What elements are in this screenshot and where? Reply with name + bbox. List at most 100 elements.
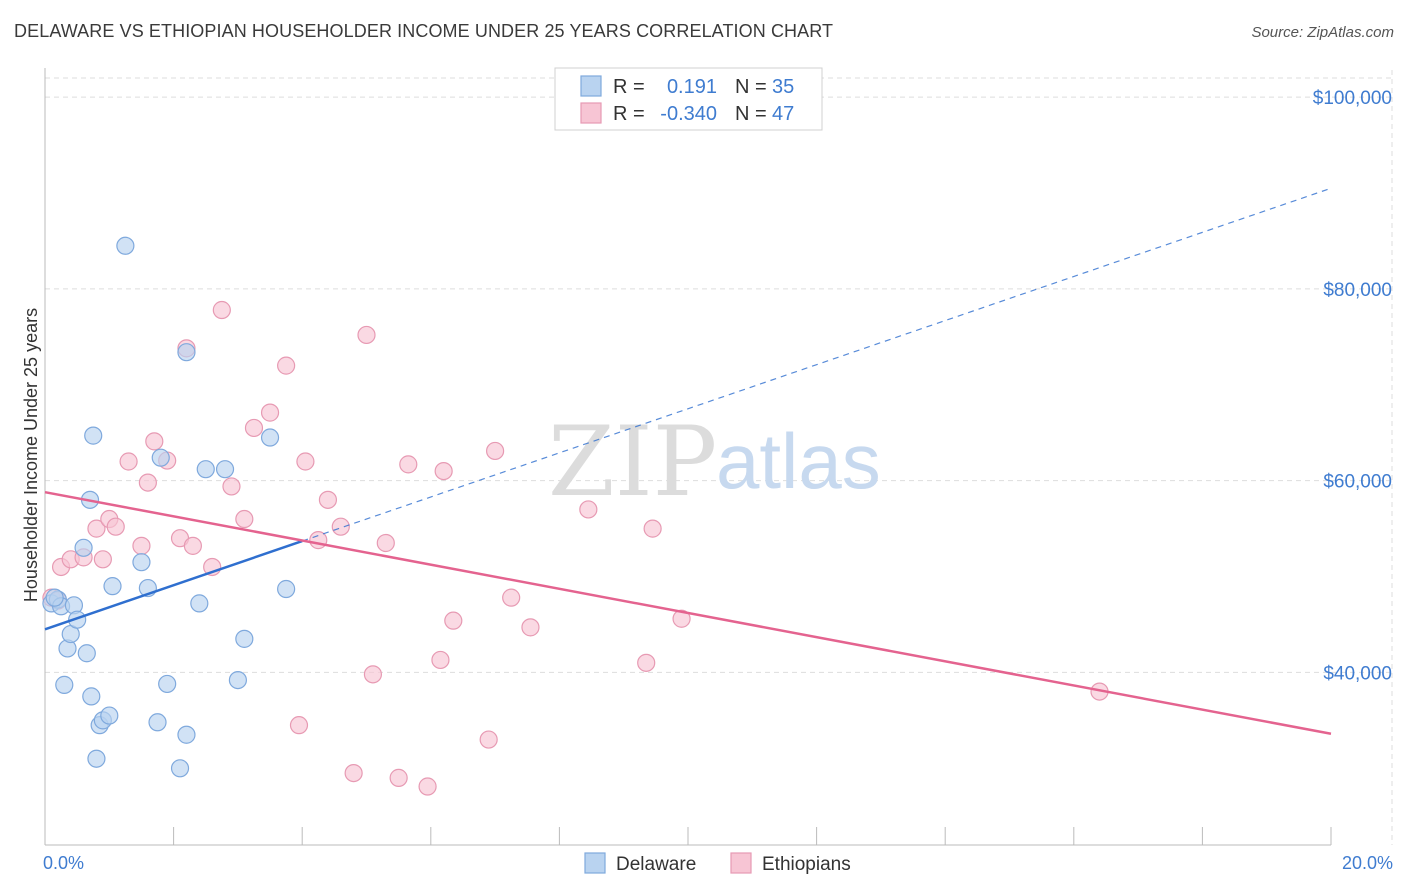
watermark-zip: ZIP: [548, 406, 717, 518]
delaware-point: [55, 675, 74, 694]
legend-n-label-ethiopians: N =: [735, 103, 767, 125]
delaware-point: [84, 426, 103, 445]
ethiopians-point: [289, 716, 309, 735]
ethiopians-point: [344, 763, 363, 783]
legend-n-value-ethiopians: 47: [772, 103, 794, 125]
y-tick-label: $60,000: [1323, 472, 1392, 493]
ethiopians-point: [93, 550, 112, 569]
delaware-point: [148, 713, 167, 732]
y-tick-label: $80,000: [1323, 280, 1392, 301]
delaware-trendline: [44, 539, 303, 631]
series-legend: Delaware Ethiopians: [584, 852, 851, 875]
legend-r-label-ethiopians: R =: [613, 103, 645, 125]
ethiopians-point: [579, 500, 598, 519]
ethiopians-point: [183, 536, 202, 555]
ethiopians-point: [357, 325, 376, 345]
ethiopians-point: [119, 452, 138, 471]
ethiopians-point: [399, 455, 418, 474]
delaware-point: [228, 670, 247, 690]
delaware-point: [77, 644, 96, 663]
legend-r-label-delaware: R =: [613, 76, 645, 98]
ethiopians-point: [212, 300, 231, 320]
ethiopians-trendline: [44, 490, 1332, 736]
legend-swatch-delaware: [580, 75, 602, 97]
ethiopians-point: [331, 517, 350, 536]
ethiopians-point: [138, 473, 157, 492]
delaware-point: [177, 343, 196, 362]
grid-lines: [45, 70, 1393, 845]
delaware-trendline-extension: [302, 187, 1332, 542]
correlation-legend: R = 0.191 N = 35 R = -0.340 N = 47: [554, 67, 823, 131]
ethiopians-point: [106, 517, 125, 536]
watermark: ZIP atlas: [548, 406, 881, 518]
delaware-point: [277, 579, 296, 599]
ethiopians-point: [643, 519, 662, 538]
ethiopians-point: [521, 618, 540, 637]
ethiopians-point: [145, 432, 164, 451]
delaware-point: [68, 610, 87, 629]
delaware-point: [196, 460, 215, 479]
delaware-point: [132, 553, 151, 572]
chart-title: DELAWARE VS ETHIOPIAN HOUSEHOLDER INCOME…: [14, 21, 834, 41]
ethiopians-point: [235, 509, 254, 529]
delaware-point: [103, 577, 122, 596]
y-tick-label: $40,000: [1323, 663, 1392, 684]
ethiopians-point: [444, 611, 463, 630]
ethiopians-point: [418, 777, 437, 796]
ethiopians-point: [479, 730, 498, 749]
ethiopians-point: [222, 477, 241, 496]
legend-swatch-ethiopians: [580, 102, 602, 124]
ethiopians-point: [434, 461, 453, 481]
ethiopians-point: [431, 650, 450, 670]
bottom-legend-label-ethiopians: Ethiopians: [762, 854, 851, 875]
delaware-point: [45, 588, 64, 607]
ethiopians-point: [318, 490, 338, 509]
ethiopians-point: [363, 665, 383, 684]
y-tick-label: $100,000: [1313, 88, 1392, 109]
ethiopians-point: [277, 356, 296, 375]
ethiopians-points: [42, 300, 1109, 796]
x-tick-label-max: 20.0%: [1342, 853, 1393, 873]
delaware-point: [82, 687, 101, 706]
ethiopians-point: [486, 441, 505, 461]
axes: [44, 68, 1332, 846]
ethiopians-point: [132, 536, 151, 555]
ethiopians-point: [637, 653, 656, 672]
x-tick-label-min: 0.0%: [43, 853, 84, 873]
delaware-point: [235, 629, 254, 648]
source-credit: Source: ZipAtlas.com: [1251, 24, 1394, 41]
legend-r-value-delaware: 0.191: [667, 76, 717, 98]
delaware-point: [100, 706, 119, 725]
delaware-point: [190, 594, 209, 613]
delaware-point: [158, 674, 177, 694]
bottom-legend-swatch-ethiopians: [730, 852, 752, 874]
watermark-atlas: atlas: [716, 417, 881, 505]
delaware-point: [260, 428, 280, 447]
ethiopians-point: [389, 768, 408, 787]
trend-lines: [44, 187, 1332, 736]
ethiopians-point: [87, 519, 106, 538]
ethiopians-point: [260, 403, 280, 422]
ethiopians-point: [376, 533, 395, 553]
delaware-point: [170, 759, 190, 778]
legend-r-value-ethiopians: -0.340: [660, 103, 717, 125]
delaware-point: [116, 236, 135, 255]
ethiopians-point: [672, 609, 691, 628]
ethiopians-point: [296, 452, 315, 471]
y-axis-label: Householder Income Under 25 years: [21, 308, 41, 602]
bottom-legend-label-delaware: Delaware: [616, 854, 696, 875]
legend-n-value-delaware: 35: [772, 76, 794, 98]
legend-n-label-delaware: N =: [735, 76, 767, 98]
ethiopians-point: [502, 588, 521, 607]
x-tick-labels: 0.0% 20.0%: [43, 853, 1393, 873]
y-tick-labels: $40,000 $60,000 $80,000 $100,000: [1313, 88, 1392, 684]
delaware-point: [215, 460, 235, 479]
ethiopians-point: [309, 531, 328, 550]
delaware-point: [151, 448, 170, 467]
delaware-points: [42, 236, 296, 778]
delaware-point: [87, 749, 106, 768]
ethiopians-point: [244, 418, 264, 438]
delaware-point: [74, 538, 93, 557]
delaware-point: [177, 725, 196, 744]
